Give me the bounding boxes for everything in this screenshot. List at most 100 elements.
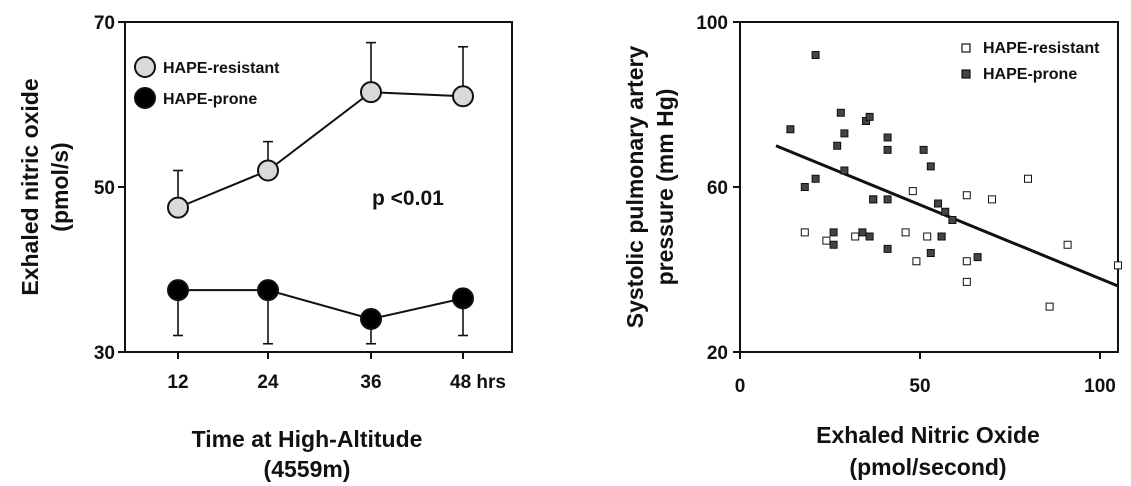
scatter-point <box>1114 261 1122 270</box>
scatter-point <box>822 236 831 245</box>
p-value-annotation: p <0.01 <box>372 187 444 210</box>
right-x-axis-title: Exhaled Nitric Oxide (pmol/second) <box>816 422 1040 480</box>
right-y-tick-label: 100 <box>696 13 728 34</box>
right-legend: HAPE-resistant HAPE-prone <box>961 40 1100 83</box>
data-point <box>257 279 279 302</box>
right-x-tick-label: 0 <box>735 376 746 397</box>
legend-item-hape-prone: HAPE-prone <box>134 87 257 109</box>
scatter-point <box>786 125 795 134</box>
left-y-tick-label: 70 <box>94 13 115 34</box>
left-y-tick-labels: 30 50 70 <box>94 13 125 364</box>
left-x-tick-label: 24 <box>257 372 279 393</box>
data-point <box>360 308 382 330</box>
legend-label-hape-resistant-scatter: HAPE-resistant <box>983 40 1100 57</box>
scatter-point <box>901 228 910 237</box>
scatter-point <box>926 162 935 171</box>
scatter-point <box>934 199 942 208</box>
scatter-point <box>865 112 874 121</box>
legend-label-hape-prone: HAPE-prone <box>163 91 257 108</box>
pressure-scatter-chart: 20 60 100 0 50 100 Systolic pulmonary artery… <box>622 13 1122 480</box>
data-point <box>452 287 474 310</box>
legend-marker-hape-prone <box>134 87 156 109</box>
right-x-tick-label: 100 <box>1084 376 1116 397</box>
left-x-axis-title: Time at High-Altitude (4559m) <box>192 426 423 482</box>
left-x-tick-label: 48 hrs <box>450 372 506 393</box>
left-y-axis-title-line2: (pmol/s) <box>47 142 73 231</box>
scatter-point <box>883 244 892 253</box>
right-x-axis-title-line1: Exhaled Nitric Oxide <box>816 422 1040 448</box>
scatter-point <box>912 257 921 266</box>
series-hape-resistant <box>167 41 474 219</box>
left-y-tick-label: 30 <box>94 343 115 364</box>
scatter-point <box>811 174 820 183</box>
scatter-point <box>800 183 809 191</box>
legend-item-hape-resistant: HAPE-resistant <box>134 56 280 78</box>
scatter-point <box>962 277 971 286</box>
scatter-point <box>1024 174 1032 183</box>
left-series-layer <box>167 41 474 345</box>
right-y-axis-title-line2: pressure (mm Hg) <box>652 89 678 286</box>
scatter-point <box>840 129 849 138</box>
scatter-point <box>829 228 838 237</box>
right-y-tick-label: 60 <box>707 178 728 199</box>
scatter-point <box>962 257 971 266</box>
data-point <box>167 196 189 219</box>
right-x-tick-label: 50 <box>909 376 930 397</box>
right-x-axis-title-line2: (pmol/second) <box>849 454 1006 480</box>
scatter-point <box>883 145 892 154</box>
scatter-series-hape-resistant <box>800 174 1122 311</box>
scatter-point <box>926 249 935 257</box>
scatter-point <box>800 228 809 237</box>
scatter-point <box>908 187 917 196</box>
legend-label-hape-resistant: HAPE-resistant <box>163 60 280 77</box>
right-y-tick-label: 20 <box>707 343 728 364</box>
right-series-layer <box>775 51 1122 311</box>
scatter-point <box>858 228 867 237</box>
left-y-tick-label: 50 <box>94 178 115 199</box>
scatter-point <box>988 195 996 204</box>
right-y-axis-title: Systolic pulmonary artery pressure (mm H… <box>622 46 678 329</box>
scatter-point <box>840 166 849 175</box>
series-hape-prone <box>167 279 474 345</box>
scatter-point <box>883 195 892 204</box>
scatter-point <box>937 232 946 241</box>
trend-line <box>775 144 1119 288</box>
left-y-axis-title: Exhaled nitric oxide (pmol/s) <box>17 78 73 295</box>
right-y-axis-title-line1: Systolic pulmonary artery <box>622 46 648 329</box>
series-line <box>178 289 464 321</box>
legend-marker-hape-resistant <box>134 56 156 78</box>
right-y-tick-labels: 20 60 100 <box>696 13 740 364</box>
legend-marker-hape-prone-scatter <box>961 69 971 79</box>
scatter-point <box>869 195 878 204</box>
left-legend: HAPE-resistant HAPE-prone <box>134 56 280 109</box>
scatter-point <box>1063 240 1072 249</box>
scatter-point <box>923 232 932 241</box>
legend-item-hape-prone-scatter: HAPE-prone <box>961 66 1077 83</box>
scatter-point <box>973 253 982 262</box>
data-point <box>360 81 382 104</box>
nitric-oxide-time-chart: 30 50 70 12 24 36 48 hrs Exhaled nitric oxide… <box>17 13 513 482</box>
legend-item-hape-resistant-scatter: HAPE-resistant <box>961 40 1100 57</box>
scatter-point <box>948 216 957 224</box>
scatter-point <box>941 207 950 216</box>
scatter-point <box>919 145 928 154</box>
scatter-point <box>836 108 845 117</box>
scatter-series-hape-prone <box>786 51 982 262</box>
scatter-point <box>833 141 842 150</box>
left-x-tick-labels: 12 24 36 48 hrs <box>167 352 506 393</box>
scatter-point <box>851 232 860 241</box>
data-point <box>452 85 474 108</box>
data-point <box>257 159 279 182</box>
right-x-tick-labels: 0 50 100 <box>735 352 1116 397</box>
scatter-point <box>829 240 838 249</box>
scatter-point <box>811 51 820 59</box>
left-x-tick-label: 36 <box>360 372 381 393</box>
series-line <box>177 91 464 209</box>
left-x-tick-label: 12 <box>167 372 188 393</box>
left-x-axis-title-line1: Time at High-Altitude <box>192 426 423 452</box>
data-point <box>167 279 189 302</box>
scatter-point <box>962 191 971 200</box>
legend-label-hape-prone-scatter: HAPE-prone <box>983 66 1077 83</box>
legend-marker-hape-resistant-scatter <box>961 43 971 53</box>
